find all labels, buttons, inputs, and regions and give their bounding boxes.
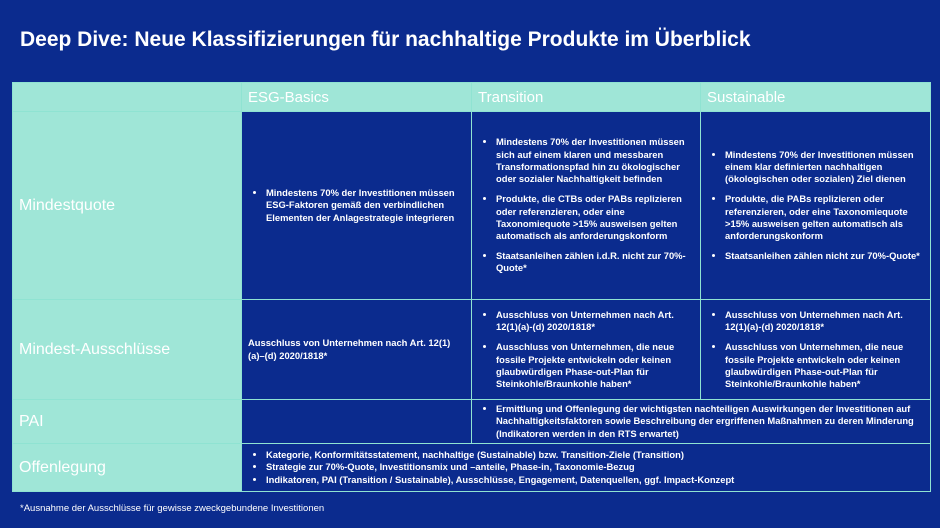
table-row: Mindest-Ausschlüsse Ausschluss von Untern… bbox=[12, 299, 931, 400]
column-header: ESG-Basics bbox=[241, 82, 472, 112]
bullet-list: Ermittlung und Offenlegung der wichtigst… bbox=[478, 403, 924, 440]
bullet-list: Mindestens 70% der Investitionen müssen … bbox=[248, 187, 465, 224]
bullet-item: Indikatoren, PAI (Transition / Sustainab… bbox=[266, 474, 924, 486]
row-label: PAI bbox=[12, 399, 242, 444]
table-cell: Ermittlung und Offenlegung der wichtigst… bbox=[471, 399, 931, 444]
bullet-item: Kategorie, Konformitätsstatement, nachha… bbox=[266, 449, 924, 461]
bullet-item: Staatsanleihen zählen nicht zur 70%-Quot… bbox=[725, 250, 924, 262]
bullet-list: Ausschluss von Unternehmen nach Art. 12(… bbox=[478, 309, 694, 390]
header-row: ESG-Basics Transition Sustainable bbox=[12, 82, 931, 112]
table-row: Offenlegung Kategorie, Konformitätsstatem… bbox=[12, 443, 931, 492]
bullet-list: Kategorie, Konformitätsstatement, nachha… bbox=[248, 449, 924, 486]
bullet-item: Ausschluss von Unternehmen nach Art. 12(… bbox=[496, 309, 694, 333]
bullet-item: Mindestens 70% der Investitionen müssen … bbox=[725, 149, 924, 186]
row-label: Mindestquote bbox=[12, 111, 242, 300]
table-cell: Mindestens 70% der Investitionen müssen … bbox=[471, 111, 701, 300]
bullet-list: Ausschluss von Unternehmen nach Art. 12(… bbox=[707, 309, 924, 390]
column-header: Sustainable bbox=[700, 82, 931, 112]
cell-text: Ausschluss von Unternehmen nach Art. 12(… bbox=[248, 337, 451, 361]
table-cell: Mindestens 70% der Investitionen müssen … bbox=[700, 111, 931, 300]
table-cell: Kategorie, Konformitätsstatement, nachha… bbox=[241, 443, 931, 492]
table-row: Mindestquote Mindestens 70% der Investiti… bbox=[12, 111, 931, 300]
bullet-list: Mindestens 70% der Investitionen müssen … bbox=[478, 136, 694, 274]
bullet-item: Produkte, die CTBs oder PABs replizieren… bbox=[496, 193, 694, 242]
slide-title: Deep Dive: Neue Klassifizierungen für na… bbox=[20, 28, 751, 51]
footnote: *Ausnahme der Ausschlüsse für gewisse zw… bbox=[20, 503, 325, 514]
comparison-table: ESG-Basics Transition Sustainable Mindestq… bbox=[12, 82, 931, 492]
table-cell: Ausschluss von Unternehmen nach Art. 12(… bbox=[241, 299, 472, 400]
table-cell: Mindestens 70% der Investitionen müssen … bbox=[241, 111, 472, 300]
table-cell: Ausschluss von Unternehmen nach Art. 12(… bbox=[700, 299, 931, 400]
bullet-item: Staatsanleihen zählen i.d.R. nicht zur 7… bbox=[496, 250, 694, 274]
bullet-item: Ermittlung und Offenlegung der wichtigst… bbox=[496, 403, 924, 440]
table-cell bbox=[241, 399, 472, 444]
bullet-item: Ausschluss von Unternehmen, die neue fos… bbox=[725, 341, 924, 390]
row-label: Offenlegung bbox=[12, 443, 242, 492]
table-cell: Ausschluss von Unternehmen nach Art. 12(… bbox=[471, 299, 701, 400]
row-label: Mindest-Ausschlüsse bbox=[12, 299, 242, 400]
bullet-item: Produkte, die PABs replizieren oder refe… bbox=[725, 193, 924, 242]
bullet-item: Mindestens 70% der Investitionen müssen … bbox=[496, 136, 694, 185]
bullet-item: Strategie zur 70%-Quote, Investitionsmix… bbox=[266, 461, 924, 473]
column-header: Transition bbox=[471, 82, 701, 112]
bullet-list: Mindestens 70% der Investitionen müssen … bbox=[707, 149, 924, 263]
bullet-item: Ausschluss von Unternehmen, die neue fos… bbox=[496, 341, 694, 390]
bullet-item: Ausschluss von Unternehmen nach Art. 12(… bbox=[725, 309, 924, 333]
table-row: PAI Ermittlung und Offenlegung der wichti… bbox=[12, 399, 931, 444]
bullet-item: Mindestens 70% der Investitionen müssen … bbox=[266, 187, 465, 224]
header-cell bbox=[12, 82, 242, 112]
